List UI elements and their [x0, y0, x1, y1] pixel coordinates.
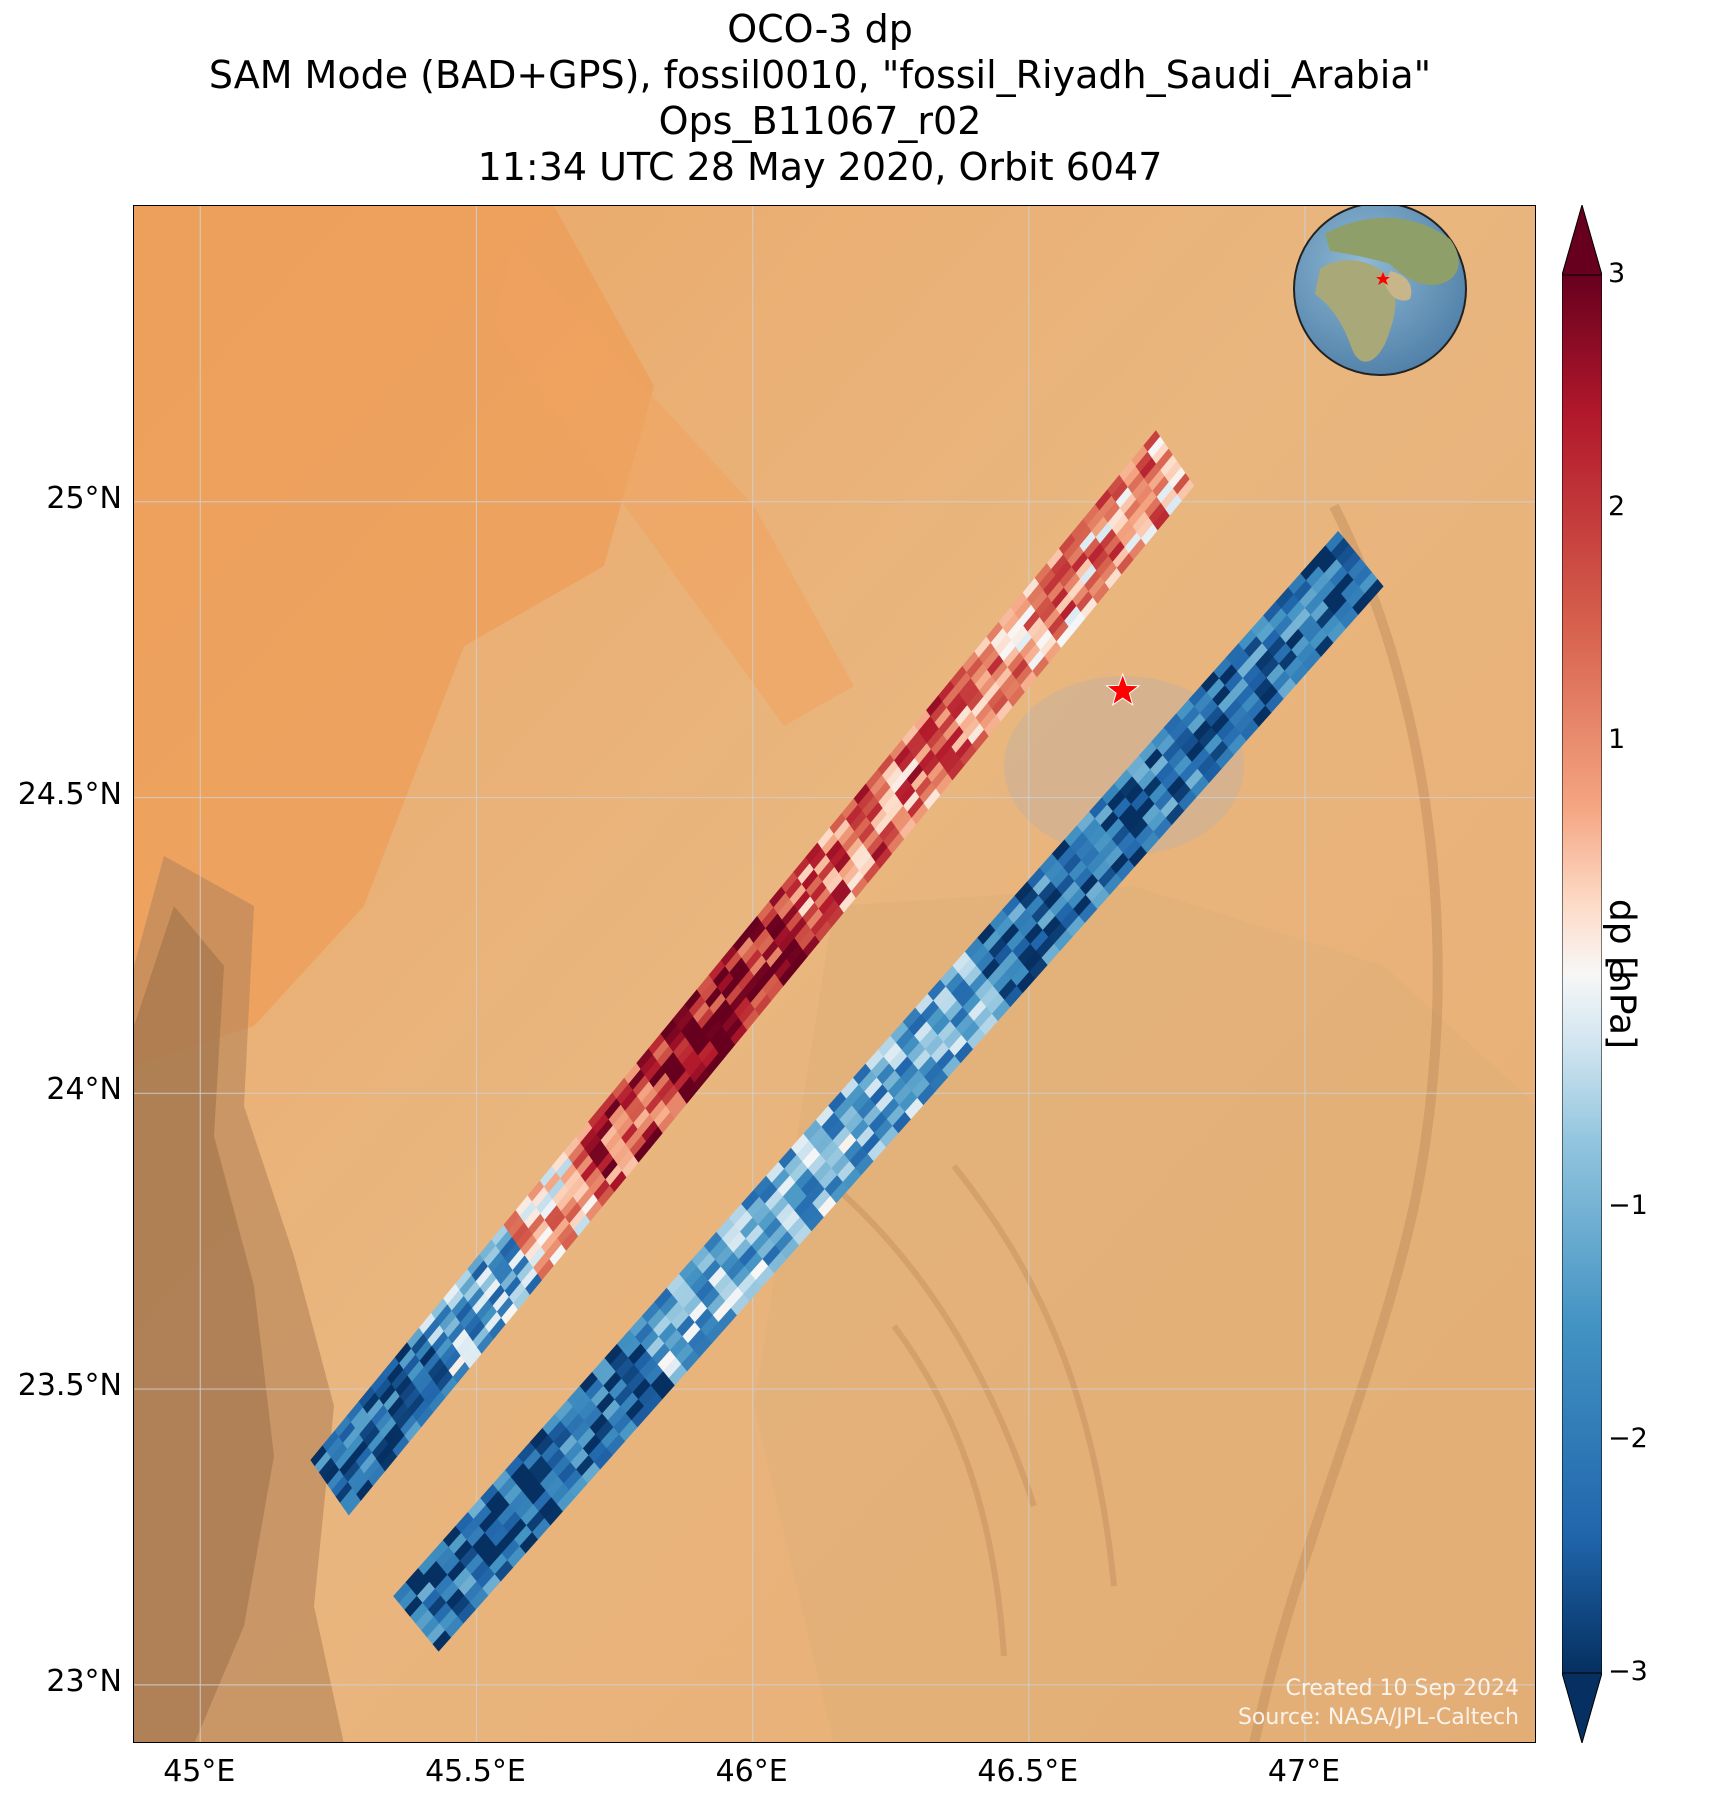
- credit-source: Source: NASA/JPL-Caltech: [1237, 1705, 1519, 1730]
- title-line-1: OCO-3 dp: [727, 7, 913, 51]
- x-tick-label: 45.5°E: [425, 1754, 526, 1789]
- y-tick-label: 24°N: [46, 1072, 122, 1108]
- target-star-marker[interactable]: [1105, 672, 1141, 706]
- colorbar-tick-label: 2: [1608, 491, 1626, 522]
- x-tick-label: 46°E: [715, 1754, 788, 1789]
- colorbar-tick-label: −2: [1608, 1423, 1648, 1454]
- swath-east: [393, 530, 1384, 1652]
- swath-west: [310, 430, 1195, 1516]
- swath-cell: [1177, 479, 1195, 501]
- dune-band: [494, 246, 854, 726]
- colorbar: [1562, 205, 1602, 1743]
- x-tick-label: 46.5°E: [977, 1754, 1079, 1789]
- credit-text: Created 10 Sep 2024 Source: NASA/JPL-Cal…: [1238, 1674, 1519, 1732]
- graticule: [134, 206, 1535, 1742]
- map-panel[interactable]: Created 10 Sep 2024 Source: NASA/JPL-Cal…: [133, 205, 1536, 1743]
- dune-field: [134, 206, 654, 1066]
- x-tick-label: 47°E: [1267, 1754, 1341, 1789]
- colorbar-tick-label: −3: [1608, 1656, 1648, 1687]
- colorbar-tick-label: −1: [1608, 1190, 1648, 1221]
- colorbar-extend-max: [1562, 205, 1602, 276]
- globe-star: [1376, 272, 1390, 285]
- escarpment-dark: [134, 906, 274, 1742]
- colorbar-tick-label: 1: [1608, 724, 1626, 755]
- y-tick-label: 23°N: [46, 1663, 122, 1699]
- x-tick-label: 45°E: [163, 1754, 236, 1789]
- title-line-4: 11:34 UTC 28 May 2020, Orbit 6047: [477, 145, 1163, 189]
- colorbar-tick-label: 0: [1608, 957, 1626, 988]
- swath-cell: [1364, 579, 1384, 601]
- figure-title: OCO-3 dp SAM Mode (BAD+GPS), fossil0010,…: [0, 0, 1640, 190]
- colorbar-label: dp [hPa]: [1601, 898, 1643, 1050]
- map-canvas[interactable]: [134, 206, 1536, 1743]
- globe-eurasia: [1325, 217, 1459, 285]
- wadi-network: [832, 1164, 1117, 1657]
- credit-created: Created 10 Sep 2024: [1285, 1676, 1520, 1701]
- colorbar-gradient: [1562, 274, 1602, 1674]
- globe-arabia: [1385, 271, 1412, 301]
- right-escarpment: [1249, 503, 1443, 1742]
- title-line-2: SAM Mode (BAD+GPS), fossil0010, "fossil_…: [208, 53, 1432, 97]
- globe-africa: [1315, 260, 1396, 362]
- colorbar-tick-label: 3: [1608, 258, 1626, 289]
- title-line-3: Ops_B11067_r02: [658, 99, 982, 143]
- y-tick-label: 25°N: [46, 480, 122, 516]
- plateau: [754, 886, 1535, 1742]
- y-tick-label: 24.5°N: [17, 776, 122, 812]
- inset-globe: [1293, 206, 1467, 376]
- colorbar-extend-min: [1562, 1672, 1602, 1743]
- y-tick-label: 23.5°N: [17, 1368, 122, 1404]
